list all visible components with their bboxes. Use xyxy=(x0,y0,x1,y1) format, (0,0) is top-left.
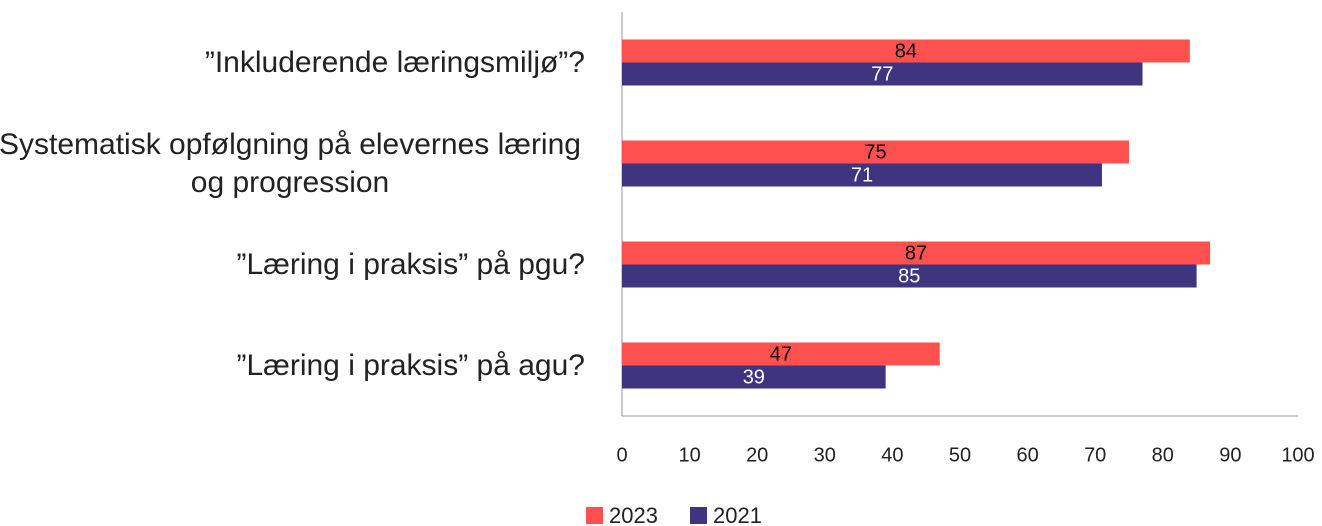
category-label: ”Læring i praksis” på agu? xyxy=(0,316,585,416)
category-label: Systematisk opfølgning på elevernes læri… xyxy=(0,114,585,214)
x-tick-label: 20 xyxy=(746,444,768,466)
bar xyxy=(622,264,1197,288)
x-tick-label: 10 xyxy=(678,444,700,466)
data-label: 84 xyxy=(895,40,917,62)
x-tick-label: 40 xyxy=(881,444,903,466)
x-tick-label: 50 xyxy=(949,444,971,466)
category-text: ”Inkluderende læringsmiljø”? xyxy=(204,45,585,79)
data-label: 71 xyxy=(851,164,873,186)
x-tick-label: 80 xyxy=(1152,444,1174,466)
bar xyxy=(622,140,1129,164)
x-tick-label: 100 xyxy=(1281,444,1314,466)
x-tick-label: 90 xyxy=(1219,444,1241,466)
data-label: 75 xyxy=(864,141,886,163)
bar xyxy=(622,241,1211,265)
legend-swatch xyxy=(586,507,603,524)
bar xyxy=(622,39,1190,63)
data-label: 47 xyxy=(770,343,792,365)
x-tick-label: 30 xyxy=(814,444,836,466)
x-tick-label: 0 xyxy=(616,444,627,466)
bar xyxy=(622,342,940,366)
x-tick-label: 60 xyxy=(1016,444,1038,466)
legend-label: 2021 xyxy=(713,503,762,526)
bar xyxy=(622,163,1102,187)
bar xyxy=(622,365,886,389)
category-label: ”Læring i praksis” på pgu? xyxy=(0,215,585,315)
legend-label: 2023 xyxy=(609,503,658,526)
category-label: ”Inkluderende læringsmiljø”? xyxy=(0,13,585,113)
category-text: ”Læring i praksis” på pgu? xyxy=(236,247,585,281)
data-label: 87 xyxy=(905,242,927,264)
data-label: 85 xyxy=(898,265,920,287)
category-text: Systematisk opfølgning på elevernes læri… xyxy=(0,127,581,199)
data-label: 39 xyxy=(743,366,765,388)
bar xyxy=(622,62,1143,86)
legend-swatch xyxy=(690,507,707,524)
category-text: ”Læring i praksis” på agu? xyxy=(236,348,585,382)
data-label: 77 xyxy=(871,63,893,85)
x-tick-label: 70 xyxy=(1084,444,1106,466)
